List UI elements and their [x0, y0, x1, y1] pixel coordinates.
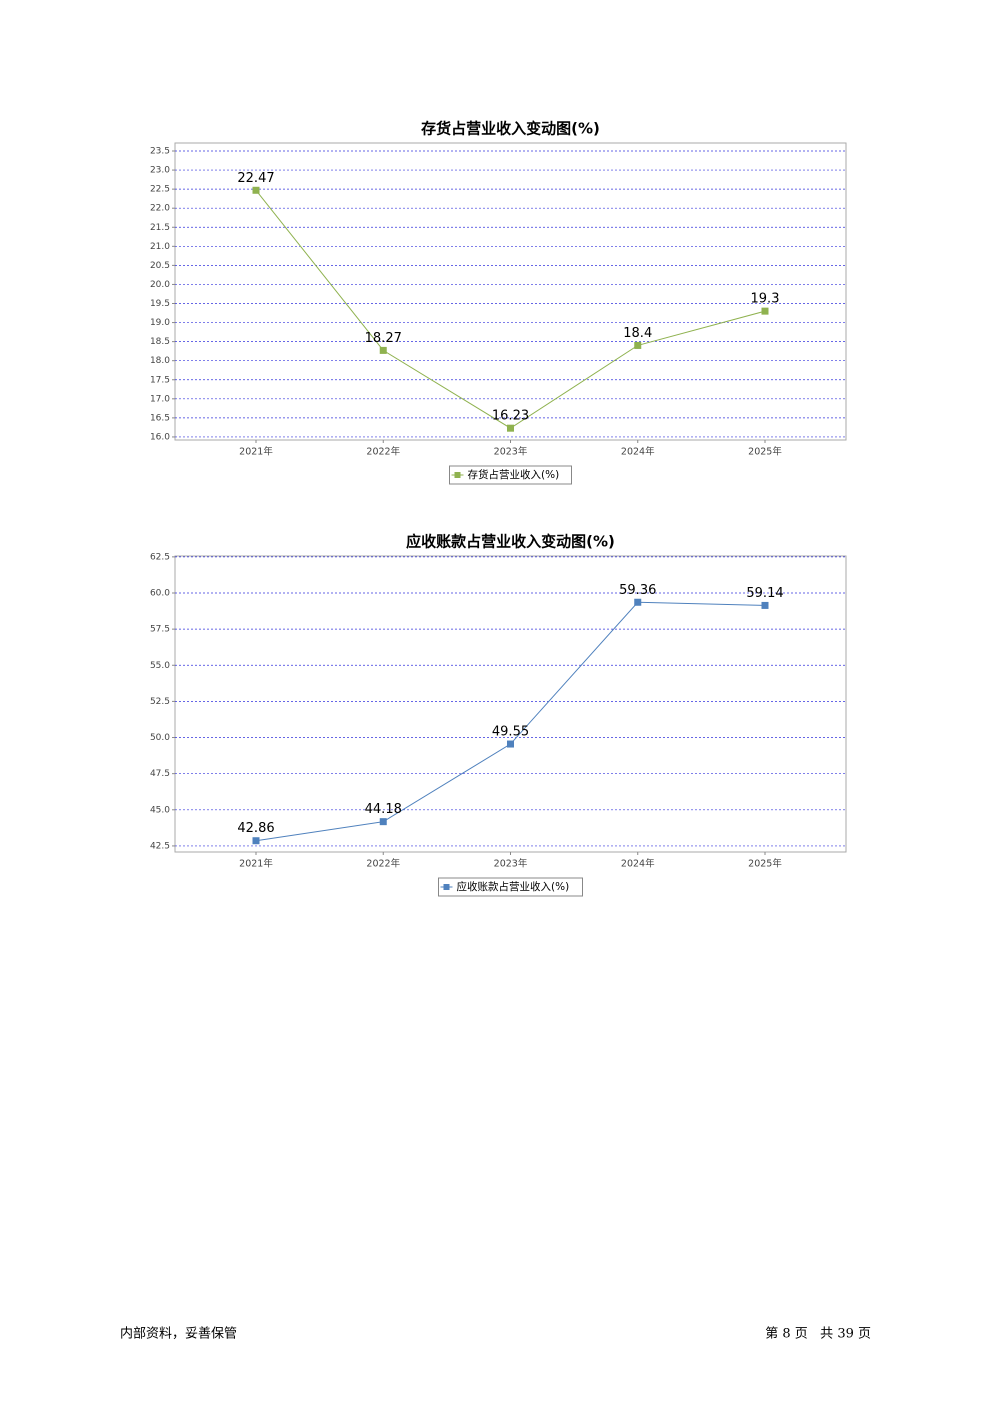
data-label: 22.47	[237, 171, 274, 186]
x-tick-label: 2025年	[748, 858, 782, 870]
data-label: 18.4	[623, 326, 652, 341]
chart-title: 应收账款占营业收入变动图(%)	[406, 533, 615, 551]
x-tick-label: 2025年	[748, 446, 782, 458]
legend-box	[449, 465, 572, 485]
y-tick-label: 19.0	[150, 318, 170, 328]
y-tick-label: 17.0	[150, 394, 170, 404]
data-label: 59.36	[619, 583, 656, 598]
legend-label: 存货占营业收入(%)	[468, 468, 560, 481]
y-tick-label: 57.5	[150, 625, 170, 635]
y-tick-label: 18.5	[150, 337, 170, 347]
x-tick-label: 2024年	[621, 446, 655, 458]
y-tick-label: 42.5	[150, 841, 170, 851]
point-marker	[379, 818, 387, 826]
point-marker	[761, 307, 769, 315]
data-label: 44.18	[365, 802, 402, 817]
y-tick-label: 17.5	[150, 375, 170, 385]
data-label: 16.23	[492, 409, 529, 424]
point-marker	[507, 424, 514, 432]
y-tick-label: 21.0	[150, 242, 170, 252]
y-tick-label: 18.0	[150, 356, 170, 366]
point-marker	[379, 346, 387, 354]
x-tick-label: 2022年	[366, 446, 400, 458]
x-tick-label: 2021年	[239, 446, 273, 458]
y-tick-label: 23.0	[150, 166, 170, 176]
legend-box	[438, 877, 583, 897]
data-label: 42.86	[237, 821, 274, 836]
y-tick-label: 52.5	[150, 697, 170, 707]
y-tick-label: 47.5	[150, 769, 170, 779]
y-tick-label: 19.5	[150, 299, 170, 309]
legend-label: 应收账款占营业收入(%)	[457, 880, 570, 893]
data-label: 19.3	[751, 292, 780, 307]
x-tick-label: 2022年	[366, 858, 400, 870]
plot-frame	[174, 142, 847, 441]
plot-frame	[174, 555, 847, 853]
data-label: 49.55	[492, 725, 529, 740]
data-label: 59.14	[746, 586, 783, 601]
x-tick-label: 2023年	[494, 858, 528, 870]
data-label: 18.27	[365, 331, 402, 346]
point-marker	[252, 186, 260, 194]
y-tick-label: 55.0	[150, 661, 170, 671]
x-tick-label: 2023年	[494, 446, 528, 458]
x-tick-label: 2021年	[239, 858, 273, 870]
y-tick-label: 50.0	[150, 733, 170, 743]
y-tick-label: 16.5	[150, 413, 170, 423]
point-marker	[761, 601, 769, 609]
y-tick-label: 20.0	[150, 280, 170, 290]
y-tick-label: 21.5	[150, 223, 170, 233]
point-marker	[252, 837, 260, 845]
point-marker	[634, 598, 642, 606]
y-tick-label: 45.0	[150, 805, 170, 815]
y-tick-label: 23.5	[150, 147, 170, 157]
footer-right: 第 8 页 共 39 页	[765, 1327, 871, 1342]
y-tick-label: 60.0	[150, 589, 170, 599]
footer-left: 内部资料，妥善保管	[120, 1326, 237, 1342]
y-tick-label: 22.0	[150, 204, 170, 214]
y-tick-label: 20.5	[150, 261, 170, 271]
point-marker	[634, 341, 642, 349]
point-marker	[507, 740, 514, 748]
x-tick-label: 2024年	[621, 858, 655, 870]
y-tick-label: 22.5	[150, 185, 170, 195]
chart-title: 存货占营业收入变动图(%)	[421, 120, 600, 138]
y-tick-label: 62.5	[150, 552, 170, 562]
y-tick-label: 16.0	[150, 432, 170, 442]
